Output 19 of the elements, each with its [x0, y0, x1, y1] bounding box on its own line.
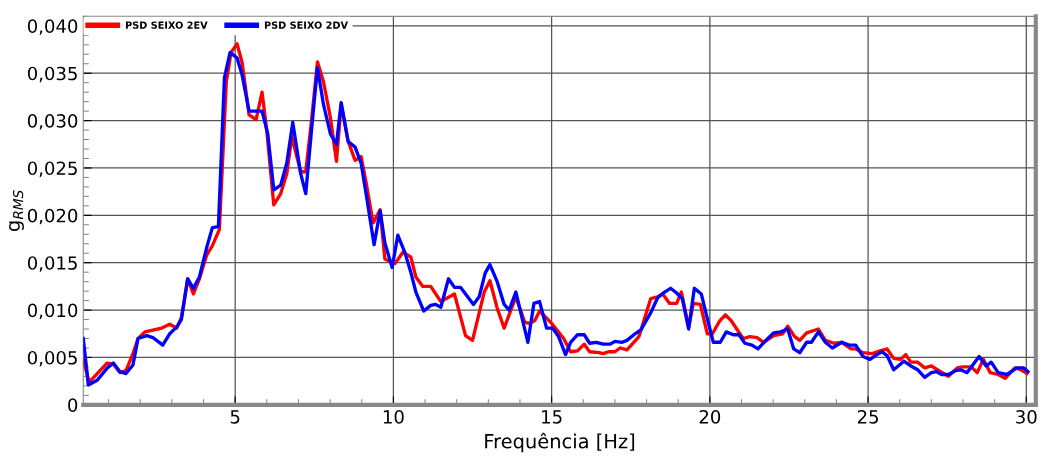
y-tick-label: 0,025 — [27, 161, 77, 177]
x-tick-label: 10 — [383, 410, 404, 424]
y-tick-label: 0 — [68, 398, 78, 412]
x-tick-label: 15 — [542, 410, 562, 424]
legend-label: PSD SEIXO 2EV — [125, 21, 208, 29]
x-axis-title: Frequência [Hz] — [485, 432, 635, 453]
y-axis-title: g$_{RMS}$ — [8, 190, 24, 232]
x-tick-label: 5 — [230, 410, 240, 424]
x-tick-label: 25 — [857, 410, 878, 424]
y-tick-label: 0,040 — [27, 19, 78, 35]
y-tick-label: 0,010 — [27, 303, 78, 320]
y-tick-label: 0,005 — [27, 350, 77, 367]
x-tick-label: 20 — [699, 410, 721, 424]
legend-label: PSD SEIXO 2DV — [264, 21, 348, 29]
y-tick-label: 0,030 — [27, 114, 78, 130]
x-tick-label: 30 — [1016, 410, 1037, 424]
y-tick-label: 0,035 — [27, 66, 77, 83]
y-tick-label: 0,015 — [27, 256, 77, 272]
y-tick-label: 0,020 — [27, 208, 78, 225]
